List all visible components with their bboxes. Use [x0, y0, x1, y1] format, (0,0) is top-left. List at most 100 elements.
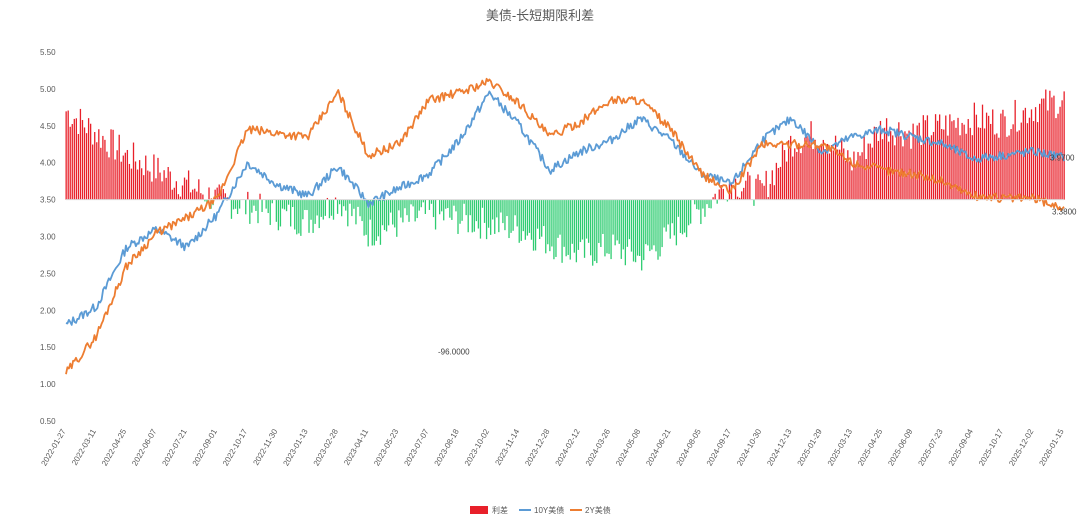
spread-bar [861, 152, 863, 200]
spread-bar [541, 199, 543, 237]
chart-title: 美债-长短期限利差 [486, 8, 594, 23]
spread-bar [104, 139, 106, 200]
spread-bar [683, 199, 686, 233]
spread-bar [836, 149, 839, 200]
spread-bar [412, 199, 414, 207]
spread-bar [549, 199, 551, 252]
spread-bar [973, 102, 976, 200]
x-tick-label: 2023-10-02 [463, 427, 492, 467]
spread-bar [114, 159, 116, 200]
spread-bar [936, 120, 939, 200]
spread-bar [1008, 135, 1010, 200]
x-tick-label: 2022-01-27 [39, 427, 68, 467]
spread-bar [132, 142, 135, 200]
spread-bar [481, 199, 484, 208]
spread-bar [628, 199, 631, 240]
spread-bar [977, 127, 980, 200]
last-2y-label: 3.3800 [1052, 207, 1077, 216]
spread-bar [492, 199, 494, 220]
spread-bar [643, 199, 645, 261]
spread-bar [167, 167, 169, 200]
spread-bar [569, 199, 571, 260]
spread-bar [622, 199, 624, 250]
spread-bar [543, 199, 545, 227]
spread-bar [734, 178, 737, 200]
spread-bar [357, 199, 359, 207]
spread-bar [469, 199, 471, 216]
spread-bar [453, 199, 455, 206]
spread-bar [673, 199, 675, 236]
spread-bar [518, 199, 520, 243]
spread-bar [67, 110, 69, 200]
spread-bar [73, 118, 75, 200]
spread-bar [843, 148, 845, 200]
spread-bar [165, 177, 167, 200]
spread-bar [126, 149, 129, 200]
spread-bar [865, 158, 867, 200]
spread-bar [169, 171, 171, 200]
spread-bar [369, 199, 371, 220]
spread-bar [945, 115, 947, 200]
spread-bar [779, 166, 782, 200]
spread-bar [741, 191, 743, 200]
spread-bar [506, 199, 508, 217]
spread-bar [714, 193, 716, 200]
spread-bar [796, 151, 798, 200]
spread-bar [394, 199, 396, 228]
spread-bar [773, 185, 775, 200]
spread-bar [959, 135, 961, 200]
spread-bar [618, 199, 620, 244]
spread-bar [745, 180, 747, 200]
x-tick-label: 2023-11-14 [493, 427, 521, 467]
spread-bar [990, 123, 992, 200]
spread-bar [314, 199, 316, 224]
spread-bar [471, 199, 473, 233]
spread-bar [810, 121, 812, 200]
spread-bar [922, 115, 924, 200]
spread-bar [289, 199, 292, 227]
spread-bar [106, 151, 108, 200]
spread-bar [690, 199, 692, 224]
spread-bar [214, 189, 216, 200]
spread-bar [465, 199, 467, 216]
spread-bar [1061, 100, 1063, 200]
spread-bar [590, 199, 592, 256]
spread-bar [218, 184, 220, 200]
spread-bar [161, 181, 163, 200]
spread-bar [1051, 97, 1053, 200]
x-tick-label: 2023-12-28 [523, 427, 552, 467]
spread-bar [898, 122, 900, 200]
spread-bar [208, 187, 210, 200]
spread-bar [81, 120, 84, 200]
spread-bar [626, 199, 629, 247]
spread-bar [447, 199, 449, 209]
x-tick-label: 2024-12-13 [765, 427, 794, 467]
spread-bar [722, 188, 724, 200]
spread-bar [318, 199, 320, 229]
spread-bar [698, 199, 700, 210]
spread-bar [559, 199, 561, 235]
spread-bar [783, 150, 786, 200]
spread-bar [377, 199, 380, 237]
spread-bar [87, 118, 90, 200]
spread-bar [579, 199, 582, 243]
x-tick-label: 2024-03-26 [584, 427, 613, 467]
spread-bar [328, 199, 331, 219]
x-tick-label: 2025-12-02 [1007, 427, 1036, 467]
spread-bar [812, 149, 814, 200]
x-axis: 2022-01-27 2022-03-11 2022-04-25 2022-06-07… [39, 427, 1066, 467]
spread-bar [379, 199, 382, 245]
spread-bar [502, 199, 504, 224]
x-tick-label: 2025-09-04 [947, 427, 976, 467]
spread-bar [308, 199, 310, 233]
x-tick-label: 2022-03-11 [70, 427, 98, 467]
spread-bar [371, 199, 373, 246]
spread-bar [567, 199, 569, 255]
spread-bar [610, 199, 612, 260]
spread-bar [696, 199, 698, 210]
spread-bar [430, 199, 433, 204]
spread-bar [108, 157, 110, 200]
spread-bar [130, 168, 133, 200]
spread-bar [869, 143, 871, 200]
spread-bar [592, 199, 594, 266]
